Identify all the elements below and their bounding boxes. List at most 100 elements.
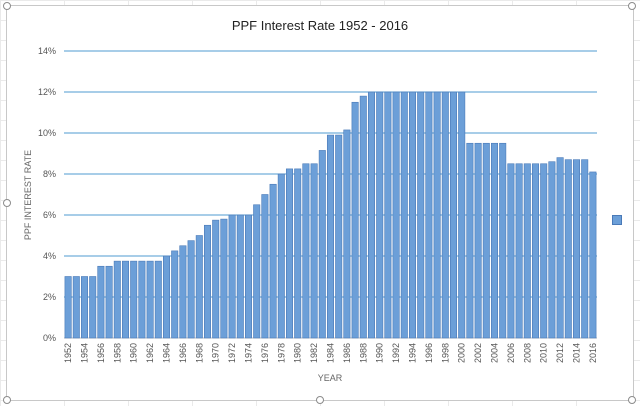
bar: [376, 91, 384, 339]
x-tick-label: 1964: [162, 343, 172, 363]
x-tick-label: 1994: [408, 343, 418, 363]
bar: [154, 260, 162, 339]
bar: [72, 276, 80, 339]
x-tick-label: 1976: [260, 343, 270, 363]
bar: [548, 161, 556, 339]
y-tick-label: 14%: [38, 46, 56, 56]
bar: [351, 101, 359, 339]
y-tick-label: 4%: [43, 251, 56, 261]
bar: [581, 159, 589, 339]
x-tick-label: 1978: [276, 343, 286, 363]
bar: [179, 245, 187, 339]
bar: [97, 265, 105, 339]
bar: [310, 163, 318, 339]
x-tick-label: 2010: [539, 343, 549, 363]
x-tick-label: 1986: [342, 343, 352, 363]
bar: [105, 265, 113, 339]
x-tick-label: 1974: [244, 343, 254, 363]
x-tick-label: 1990: [375, 343, 385, 363]
bar: [245, 214, 253, 339]
x-tick-label: 1982: [309, 343, 319, 363]
bar: [400, 91, 408, 339]
bar: [163, 255, 171, 339]
x-axis-label: YEAR: [318, 373, 343, 383]
x-tick-label: 2012: [555, 343, 565, 363]
x-tick-label: 1984: [326, 343, 336, 363]
bar: [408, 91, 416, 339]
bar: [458, 91, 466, 339]
bar: [89, 276, 97, 339]
x-tick-label: 2006: [506, 343, 516, 363]
x-tick-label: 2002: [473, 343, 483, 363]
x-tick-label: 1980: [293, 343, 303, 363]
y-axis-label: PPF INTEREST RATE: [23, 150, 33, 240]
bar: [81, 276, 89, 339]
y-tick-label: 12%: [38, 87, 56, 97]
resize-handle-bottom-right[interactable]: [628, 396, 636, 404]
bar: [130, 260, 138, 339]
resize-handle-left[interactable]: [3, 199, 11, 207]
bars: [64, 91, 597, 339]
chart-elements-button[interactable]: [612, 215, 622, 225]
x-tick-label: 1956: [96, 343, 106, 363]
bar: [433, 91, 441, 339]
bar: [285, 168, 293, 339]
bar: [572, 159, 580, 339]
bar: [253, 204, 261, 339]
x-tick-label: 1966: [178, 343, 188, 363]
bar: [507, 163, 515, 339]
bar: [236, 214, 244, 339]
resize-handle-bottom[interactable]: [316, 396, 324, 404]
bar: [171, 250, 179, 339]
x-tick-label: 1958: [112, 343, 122, 363]
bar: [392, 91, 400, 339]
bar: [204, 224, 212, 339]
bar: [146, 260, 154, 339]
bar: [589, 171, 597, 339]
bar: [318, 150, 326, 339]
bar: [417, 91, 425, 339]
bar: [441, 91, 449, 339]
bar: [556, 157, 564, 339]
bar: [122, 260, 130, 339]
bar: [294, 168, 302, 339]
resize-handle-top-left[interactable]: [3, 2, 11, 10]
bar: [564, 159, 572, 339]
bar: [261, 194, 269, 339]
bar: [384, 91, 392, 339]
bar: [474, 142, 482, 339]
bar: [367, 91, 375, 339]
y-tick-label: 2%: [43, 292, 56, 302]
y-tick-label: 6%: [43, 210, 56, 220]
x-tick-label: 1972: [227, 343, 237, 363]
y-tick-label: 8%: [43, 169, 56, 179]
bar: [187, 240, 195, 339]
resize-handle-top-right[interactable]: [628, 2, 636, 10]
x-tick-label: 2004: [490, 343, 500, 363]
x-tick-label: 1992: [391, 343, 401, 363]
bar: [302, 163, 310, 339]
bar: [212, 219, 220, 339]
bar: [425, 91, 433, 339]
bar: [466, 142, 474, 339]
y-tick-labels: 0% 2% 4% 6% 8% 10% 12% 14%: [38, 46, 56, 343]
bar: [277, 173, 285, 339]
x-tick-label: 1970: [211, 343, 221, 363]
bar: [499, 142, 507, 339]
bar: [540, 163, 548, 339]
x-tick-label: 1996: [424, 343, 434, 363]
bar: [515, 163, 523, 339]
x-tick-label: 2016: [588, 343, 598, 363]
x-tick-label: 2014: [572, 343, 582, 363]
x-tick-label: 1998: [440, 343, 450, 363]
bar: [326, 134, 334, 339]
x-tick-labels: 1952 1954 1956 1958 1960 1962 1964 1966 1968 1970…: [63, 343, 598, 363]
bar: [531, 163, 539, 339]
y-tick-label: 10%: [38, 128, 56, 138]
bar: [490, 142, 498, 339]
bar: [343, 129, 351, 339]
bar: [269, 183, 277, 339]
bar: [64, 276, 72, 339]
resize-handle-bottom-left[interactable]: [3, 396, 11, 404]
